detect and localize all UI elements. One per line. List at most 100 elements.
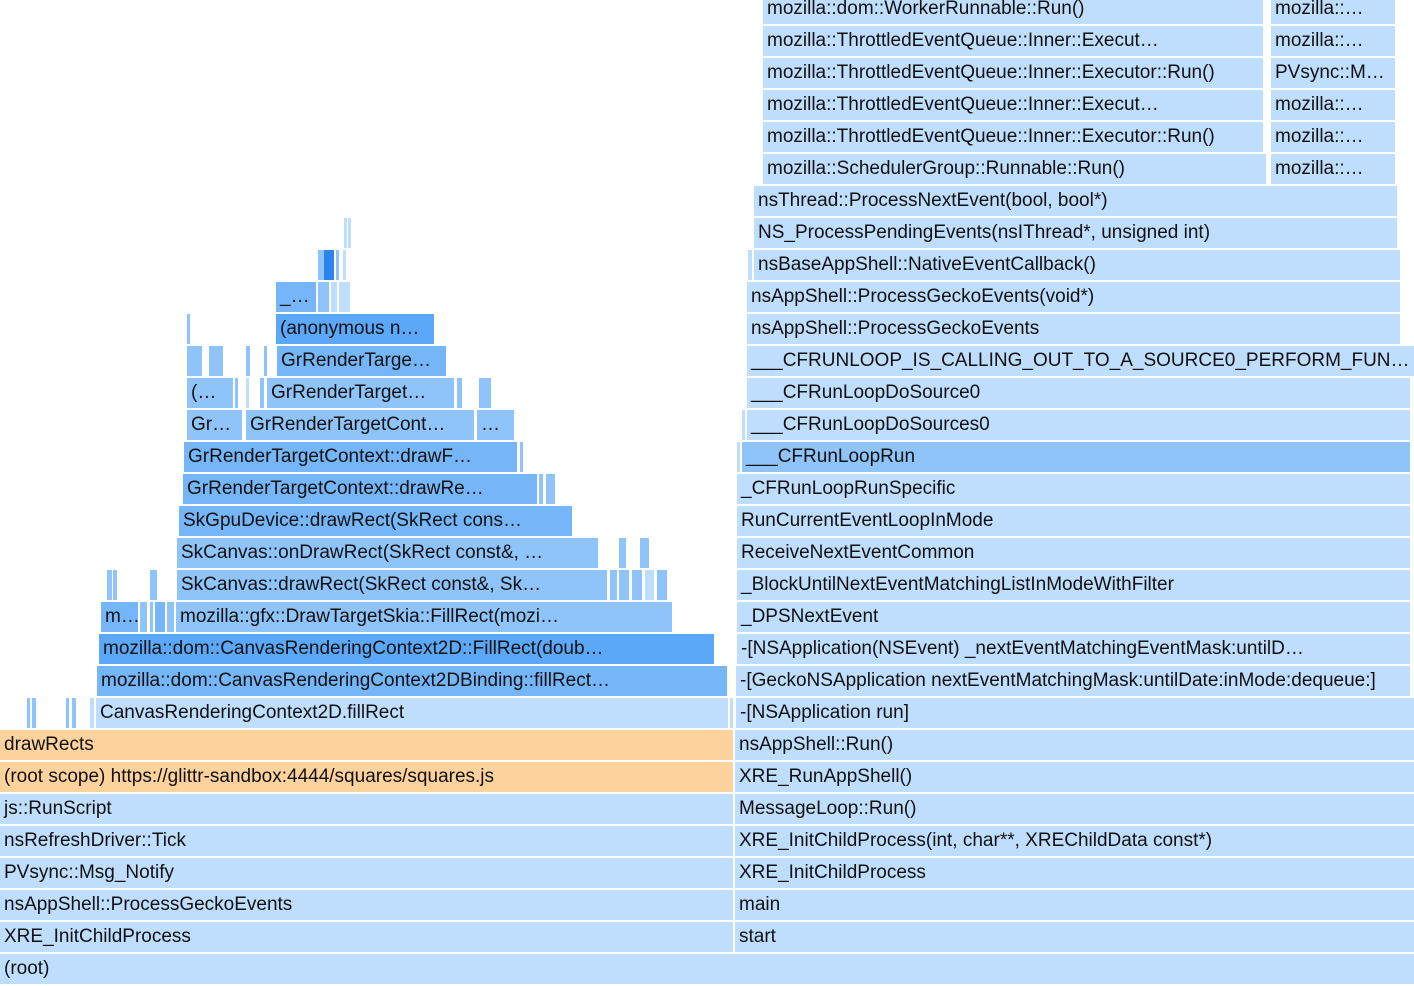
flame-frame-unlabeled[interactable] (235, 378, 238, 408)
flame-frame-unlabeled[interactable] (539, 474, 543, 504)
flame-frame[interactable]: GrRenderTargetContext::drawRe… (183, 474, 537, 504)
flame-frame-unlabeled[interactable] (748, 250, 752, 280)
flame-frame[interactable]: GrRenderTarget… (267, 378, 454, 408)
flame-frame[interactable]: XRE_InitChildProcess (735, 858, 1414, 888)
flame-frame[interactable]: mozilla::SchedulerGroup::Runnable::Run() (763, 154, 1266, 184)
flame-frame[interactable]: _CFRunLoopRunSpecific (737, 474, 1410, 504)
flame-frame-unlabeled[interactable] (167, 602, 174, 632)
flame-frame-unlabeled[interactable] (343, 250, 346, 280)
flame-frame[interactable]: mozilla::ThrottledEventQueue::Inner::Exe… (763, 58, 1263, 88)
flame-frame-unlabeled[interactable] (324, 250, 334, 280)
flame-frame[interactable]: SkCanvas::drawRect(SkRect const&, Sk… (177, 570, 607, 600)
flame-frame-unlabeled[interactable] (619, 538, 626, 568)
flame-frame-unlabeled[interactable] (479, 378, 491, 408)
flame-frame[interactable]: PVsync::Msg_Notify (0, 858, 733, 888)
flame-frame-unlabeled[interactable] (27, 698, 30, 728)
flame-frame-unlabeled[interactable] (520, 442, 523, 472)
flame-frame[interactable]: ___CFRunLoopDoSources0 (747, 410, 1410, 440)
flame-frame[interactable]: mozilla::gfx::DrawTargetSkia::FillRect(m… (176, 602, 672, 632)
flame-frame[interactable]: mozilla::ThrottledEventQueue::Inner::Exe… (763, 122, 1263, 152)
flame-frame-unlabeled[interactable] (66, 698, 69, 728)
flame-frame[interactable]: mozilla::… (1271, 90, 1395, 120)
flame-frame[interactable]: mozilla::ThrottledEventQueue::Inner::Exe… (763, 26, 1263, 56)
flame-frame[interactable]: nsRefreshDriver::Tick (0, 826, 733, 856)
flame-frame-unlabeled[interactable] (113, 570, 117, 600)
flame-frame[interactable]: Gr… (187, 410, 242, 440)
flame-frame-unlabeled[interactable] (619, 570, 629, 600)
flame-frame[interactable]: start (735, 922, 1414, 952)
flame-frame-unlabeled[interactable] (90, 698, 94, 728)
flame-frame[interactable]: XRE_InitChildProcess(int, char**, XREChi… (735, 826, 1414, 856)
flame-frame-unlabeled[interactable] (742, 410, 745, 440)
flame-frame-unlabeled[interactable] (318, 282, 329, 312)
flame-frame[interactable]: mozilla::dom::CanvasRenderingContext2D::… (99, 634, 714, 664)
flame-frame-unlabeled[interactable] (546, 474, 555, 504)
flame-frame[interactable]: mozilla::dom::CanvasRenderingContext2DBi… (97, 666, 727, 696)
flame-frame-unlabeled[interactable] (155, 602, 165, 632)
flame-frame[interactable]: ___CFRunLoopRun (742, 442, 1410, 472)
flame-frame[interactable]: GrRenderTargetCont… (246, 410, 474, 440)
flame-frame[interactable]: NS_ProcessPendingEvents(nsIThread*, unsi… (754, 218, 1397, 248)
flame-frame[interactable]: XRE_InitChildProcess (0, 922, 733, 952)
flame-frame[interactable]: (… (187, 378, 233, 408)
flame-frame-unlabeled[interactable] (331, 282, 337, 312)
flame-frame-unlabeled[interactable] (209, 346, 223, 376)
flame-frame[interactable]: CanvasRenderingContext2D.fillRect (96, 698, 728, 728)
flame-frame-unlabeled[interactable] (32, 698, 36, 728)
flame-frame-unlabeled[interactable] (640, 538, 649, 568)
flame-frame-unlabeled[interactable] (246, 378, 249, 408)
flame-frame[interactable]: SkGpuDevice::drawRect(SkRect cons… (179, 506, 572, 536)
flame-frame[interactable]: XRE_RunAppShell() (735, 762, 1414, 792)
flame-frame[interactable]: SkCanvas::onDrawRect(SkRect const&, … (177, 538, 598, 568)
flame-frame-unlabeled[interactable] (645, 570, 654, 600)
flame-frame-unlabeled[interactable] (260, 378, 264, 408)
flame-frame-unlabeled[interactable] (150, 602, 153, 632)
flame-frame-unlabeled[interactable] (457, 378, 462, 408)
flame-frame[interactable]: _BlockUntilNextEventMatchingListInModeWi… (737, 570, 1410, 600)
flame-frame[interactable]: js::RunScript (0, 794, 733, 824)
flame-frame-unlabeled[interactable] (107, 570, 112, 600)
flame-frame[interactable]: PVsync::M… (1271, 58, 1395, 88)
flame-frame-unlabeled[interactable] (657, 570, 667, 600)
flame-frame-unlabeled[interactable] (246, 346, 250, 376)
flame-frame-unlabeled[interactable] (610, 570, 617, 600)
flame-frame[interactable]: nsAppShell::ProcessGeckoEvents (0, 890, 733, 920)
flame-frame-unlabeled[interactable] (348, 218, 351, 248)
flame-frame[interactable]: mozilla::… (1271, 122, 1395, 152)
flame-frame[interactable]: nsAppShell::ProcessGeckoEvents (747, 314, 1400, 344)
flame-frame-unlabeled[interactable] (344, 218, 347, 248)
flame-frame[interactable]: ___CFRUNLOOP_IS_CALLING_OUT_TO_A_SOURCE0… (747, 346, 1414, 376)
flame-frame[interactable]: mozilla::dom::WorkerRunnable::Run() (763, 0, 1263, 24)
flame-frame[interactable]: (root) (0, 954, 1414, 984)
flame-frame[interactable]: GrRenderTargetContext::drawF… (184, 442, 517, 472)
flame-frame-unlabeled[interactable] (730, 698, 733, 728)
flame-frame[interactable]: -[GeckoNSApplication nextEventMatchingMa… (736, 666, 1410, 696)
flame-frame[interactable]: nsAppShell::ProcessGeckoEvents(void*) (747, 282, 1400, 312)
flame-frame[interactable]: mozilla::… (1271, 154, 1395, 184)
flame-frame-unlabeled[interactable] (187, 346, 202, 376)
flame-frame[interactable]: mozilla::… (1271, 26, 1395, 56)
flame-frame-unlabeled[interactable] (264, 346, 267, 376)
flame-frame[interactable]: GrRenderTarge… (277, 346, 446, 376)
flame-frame[interactable]: nsAppShell::Run() (735, 730, 1414, 760)
flame-frame[interactable]: nsBaseAppShell::NativeEventCallback() (754, 250, 1400, 280)
flame-frame-unlabeled[interactable] (737, 442, 740, 472)
flame-frame-unlabeled[interactable] (339, 282, 350, 312)
flame-frame-unlabeled[interactable] (150, 570, 157, 600)
flame-frame-unlabeled[interactable] (632, 570, 642, 600)
flame-frame[interactable]: ReceiveNextEventCommon (737, 538, 1410, 568)
flame-frame[interactable]: nsThread::ProcessNextEvent(bool, bool*) (754, 186, 1397, 216)
flame-frame[interactable]: … (477, 410, 514, 440)
flame-frame-unlabeled[interactable] (336, 250, 339, 280)
flame-frame[interactable]: ___CFRunLoopDoSource0 (747, 378, 1410, 408)
flame-frame-unlabeled[interactable] (72, 698, 76, 728)
flame-frame-unlabeled[interactable] (318, 250, 324, 280)
flame-frame[interactable]: m… (101, 602, 138, 632)
flame-frame[interactable]: _… (276, 282, 316, 312)
flame-frame[interactable]: (root scope) https://glittr-sandbox:4444… (0, 762, 733, 792)
flame-frame[interactable]: -[NSApplication(NSEvent) _nextEventMatch… (737, 634, 1410, 664)
flame-frame[interactable]: main (735, 890, 1414, 920)
flame-frame[interactable]: mozilla::… (1271, 0, 1395, 24)
flame-frame[interactable]: _DPSNextEvent (737, 602, 1410, 632)
flame-frame[interactable]: drawRects (0, 730, 733, 760)
